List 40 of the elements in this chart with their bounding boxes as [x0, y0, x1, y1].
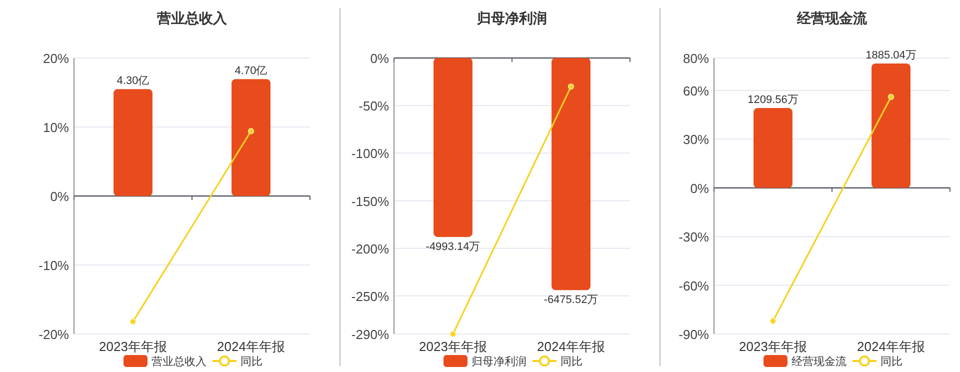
data-label: 4.30亿 — [116, 75, 150, 88]
legend-label: 归母净利润 — [472, 355, 526, 368]
legend-label: 同比 — [240, 355, 262, 368]
data-label: -6475.52万 — [544, 294, 598, 306]
y-tick-label: -90% — [678, 327, 710, 342]
x-tick-label: 2023年年报 — [99, 339, 167, 354]
y-tick-label: -20% — [38, 327, 70, 342]
y-tick-label: -250% — [351, 288, 390, 304]
y-tick-label: -10% — [38, 258, 70, 273]
y-tick-label: 0% — [50, 189, 70, 204]
data-label: 1209.56万 — [748, 94, 798, 106]
data-label: 1885.04万 — [866, 49, 916, 62]
y-tick-label: 0% — [370, 51, 390, 66]
data-label: 4.70亿 — [234, 65, 268, 78]
y-tick-label: -30% — [678, 230, 710, 245]
y-tick-label: -50% — [358, 98, 390, 114]
data-label: -4993.14万 — [426, 240, 480, 253]
chart-title: 归母净利润 — [476, 10, 547, 26]
chart-title: 营业总收入 — [156, 10, 228, 26]
y-tick-label: 0% — [690, 180, 710, 196]
legend-label: 同比 — [880, 355, 902, 368]
y-tick-label: 20% — [42, 51, 70, 66]
x-tick-label: 2023年年报 — [739, 339, 807, 354]
y-tick-label: -150% — [351, 194, 390, 209]
legend-label: 营业总收入 — [152, 355, 206, 368]
x-tick-label: 2024年年报 — [537, 339, 605, 354]
y-tick-label: -60% — [678, 278, 710, 294]
chart-title: 经营现金流 — [796, 10, 868, 26]
legend-label: 同比 — [560, 355, 582, 368]
x-tick-label: 2024年年报 — [217, 339, 285, 354]
y-tick-label: -200% — [351, 241, 390, 256]
y-tick-label: -100% — [351, 146, 390, 162]
x-tick-label: 2023年年报 — [419, 339, 487, 354]
legend-label: 经营现金流 — [792, 355, 846, 368]
y-tick-label: -290% — [351, 327, 390, 342]
y-tick-label: 10% — [42, 120, 70, 135]
y-tick-label: 30% — [682, 132, 710, 148]
x-tick-label: 2024年年报 — [857, 339, 925, 354]
y-tick-label: 60% — [682, 83, 710, 98]
y-tick-label: 80% — [682, 51, 710, 66]
